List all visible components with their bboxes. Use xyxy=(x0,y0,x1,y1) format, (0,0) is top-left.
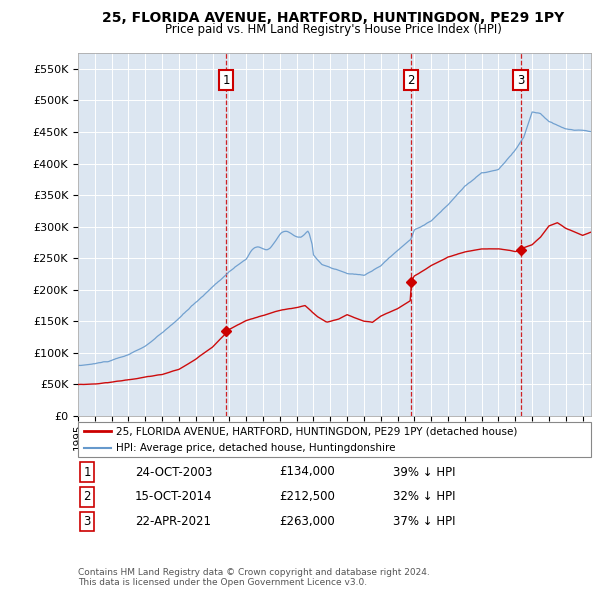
FancyBboxPatch shape xyxy=(78,422,591,457)
Text: Price paid vs. HM Land Registry's House Price Index (HPI): Price paid vs. HM Land Registry's House … xyxy=(164,23,502,36)
Text: 3: 3 xyxy=(517,74,524,87)
Text: £263,000: £263,000 xyxy=(279,515,335,528)
Text: 39% ↓ HPI: 39% ↓ HPI xyxy=(393,466,455,478)
Text: £134,000: £134,000 xyxy=(279,466,335,478)
Text: Contains HM Land Registry data © Crown copyright and database right 2024.
This d: Contains HM Land Registry data © Crown c… xyxy=(78,568,430,587)
Text: £212,500: £212,500 xyxy=(279,490,335,503)
Text: 15-OCT-2014: 15-OCT-2014 xyxy=(135,490,212,503)
Text: 24-OCT-2003: 24-OCT-2003 xyxy=(135,466,212,478)
Text: 25, FLORIDA AVENUE, HARTFORD, HUNTINGDON, PE29 1PY (detached house): 25, FLORIDA AVENUE, HARTFORD, HUNTINGDON… xyxy=(116,427,518,437)
Text: 32% ↓ HPI: 32% ↓ HPI xyxy=(393,490,455,503)
Text: 2: 2 xyxy=(83,490,91,503)
Text: 22-APR-2021: 22-APR-2021 xyxy=(135,515,211,528)
Text: 3: 3 xyxy=(83,515,91,528)
Text: HPI: Average price, detached house, Huntingdonshire: HPI: Average price, detached house, Hunt… xyxy=(116,444,396,453)
Text: 2: 2 xyxy=(407,74,415,87)
Text: 25, FLORIDA AVENUE, HARTFORD, HUNTINGDON, PE29 1PY: 25, FLORIDA AVENUE, HARTFORD, HUNTINGDON… xyxy=(102,11,564,25)
Text: 1: 1 xyxy=(83,466,91,478)
Text: 37% ↓ HPI: 37% ↓ HPI xyxy=(393,515,455,528)
Text: 1: 1 xyxy=(223,74,230,87)
